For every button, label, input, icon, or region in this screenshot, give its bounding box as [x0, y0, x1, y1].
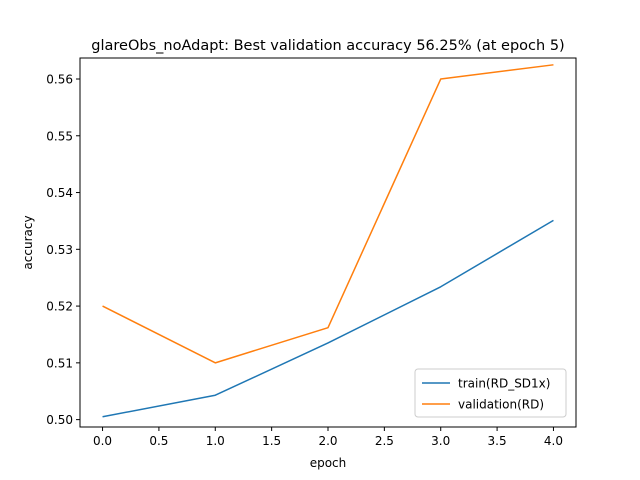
x-tick-label: 0.0 [93, 434, 112, 448]
x-tick-label: 4.0 [544, 434, 563, 448]
x-tick-label: 1.0 [206, 434, 225, 448]
x-tick-label: 2.5 [375, 434, 394, 448]
y-axis-ticks: 0.50 0.51 0.52 0.53 0.54 0.55 0.56 [46, 73, 80, 427]
y-axis-label: accuracy [21, 215, 35, 269]
x-tick-label: 3.5 [488, 434, 507, 448]
x-tick-label: 0.5 [149, 434, 168, 448]
chart-title: glareObs_noAdapt: Best validation accura… [91, 38, 564, 54]
y-tick-label: 0.52 [46, 300, 73, 314]
legend-box [414, 368, 567, 418]
y-tick-label: 0.56 [46, 73, 73, 87]
x-tick-label: 1.5 [262, 434, 281, 448]
y-tick-label: 0.51 [46, 356, 73, 370]
x-tick-label: 3.0 [431, 434, 450, 448]
x-axis-label: epoch [310, 456, 347, 470]
y-tick-label: 0.53 [46, 243, 73, 257]
y-tick-label: 0.55 [46, 129, 73, 143]
legend-label: train(RD_SD1x) [458, 377, 550, 391]
plot-area-frame [79, 57, 577, 428]
y-tick-label: 0.54 [46, 186, 73, 200]
series-layer [102, 64, 554, 418]
legend: train(RD_SD1x) validation(RD) [414, 368, 567, 418]
y-tick-label: 0.50 [46, 413, 73, 427]
x-tick-label: 2.0 [318, 434, 337, 448]
legend-label: validation(RD) [458, 398, 544, 412]
x-axis-ticks: 0.0 0.5 1.0 1.5 2.0 2.5 3.0 3.5 4.0 [93, 427, 563, 448]
